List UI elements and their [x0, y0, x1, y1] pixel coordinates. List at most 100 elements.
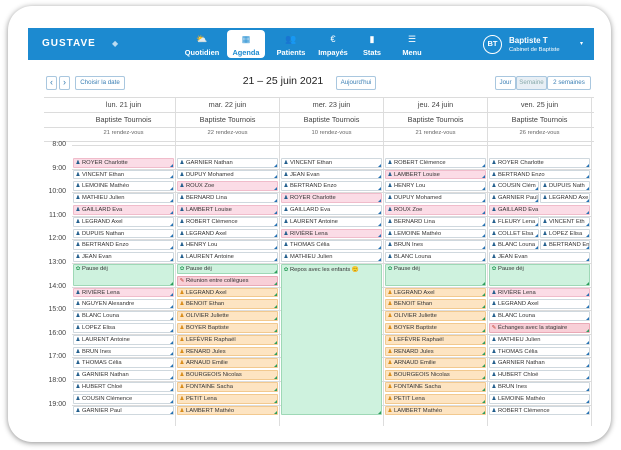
- day-header[interactable]: mar. 22 juin Baptiste Tournois 22 rendez-v…: [176, 97, 280, 143]
- appointment[interactable]: ♟ LEMOINE Mathéo: [489, 393, 590, 404]
- appointment[interactable]: ♟ BLANC Louna: [73, 311, 174, 321]
- appointment[interactable]: ♟ RIVIÈRE Lena: [73, 287, 174, 298]
- appointment[interactable]: ♟ LEFÈVRE Raphaël: [177, 334, 278, 345]
- appointment[interactable]: ♟ LEGRAND Axe: [540, 193, 590, 203]
- appointment[interactable]: ♟ JEAN Evan: [281, 169, 382, 180]
- break-event[interactable]: ✿ Repos avec les enfants 🙂: [281, 264, 382, 416]
- appointment[interactable]: ♟ LEGRAND Axel: [73, 216, 174, 227]
- nav-menu[interactable]: ☰ Menu: [393, 28, 431, 60]
- appointment[interactable]: ♟ COUSIN Clém: [489, 181, 539, 192]
- appointment[interactable]: ♟ LEGRAND Axel: [489, 299, 590, 310]
- user-avatar[interactable]: BT: [483, 35, 502, 54]
- appointment[interactable]: ♟ VINCENT Ethan: [281, 157, 382, 168]
- appointment[interactable]: ♟ JEAN Evan: [489, 252, 590, 262]
- appointment[interactable]: ♟ LAMBERT Mathéo: [177, 405, 278, 416]
- appointment[interactable]: ♟ BERTRAND En: [540, 240, 590, 251]
- chevron-down-icon[interactable]: ▾: [580, 41, 584, 47]
- appointment[interactable]: ♟ GARNIER Paul: [73, 405, 174, 416]
- appointment[interactable]: ♟ PETIT Lena: [385, 393, 486, 404]
- appointment[interactable]: ♟ BENOIT Ethan: [177, 299, 278, 310]
- appointment[interactable]: ♟ HENRY Lou: [385, 181, 486, 192]
- appointment[interactable]: ♟ DUPUIS Nath: [540, 181, 590, 192]
- appointment[interactable]: ♟ NGUYEN Alexandre: [73, 299, 174, 310]
- appointment[interactable]: ♟ HUBERT Chloé: [489, 370, 590, 380]
- appointment[interactable]: ♟ ARNAUD Emilie: [385, 358, 486, 369]
- appointment[interactable]: ♟ LEMOINE Mathéo: [385, 228, 486, 239]
- appointment[interactable]: ♟ GARNIER Nathan: [73, 370, 174, 380]
- day-column[interactable]: [176, 141, 280, 426]
- appointment[interactable]: ♟ LAURENT Antoine: [177, 252, 278, 262]
- appointment[interactable]: ♟ BRUN Ines: [73, 346, 174, 357]
- today-button[interactable]: Aujourd'hui: [336, 76, 376, 90]
- appointment[interactable]: ♟ BERNARD Lina: [385, 216, 486, 227]
- appointment[interactable]: ♟ ROYER Charlotte: [73, 157, 174, 168]
- nav-impayes[interactable]: € Impayés: [314, 28, 352, 60]
- meeting-event[interactable]: ✎ Réunion entre collègues: [177, 275, 278, 286]
- appointment[interactable]: ♟ DUPUIS Nathan: [73, 228, 174, 239]
- nav-patients[interactable]: 👥 Patients: [272, 28, 310, 60]
- appointment[interactable]: ♟ HENRY Lou: [177, 240, 278, 251]
- appointment[interactable]: ♟ COUSIN Clémence: [73, 393, 174, 404]
- appointment[interactable]: ♟ BERTRAND Enzo: [489, 169, 590, 180]
- appointment[interactable]: ♟ VINCENT Eth: [540, 216, 590, 227]
- break-event[interactable]: ✿ Pause déj: [489, 264, 590, 286]
- appointment[interactable]: ♟ LAURENT Antoine: [281, 216, 382, 227]
- appointment[interactable]: ♟ MATHIEU Julien: [489, 334, 590, 345]
- day-column[interactable]: [72, 141, 176, 426]
- day-header[interactable]: ven. 25 juin Baptiste Tournois 26 rendez-v…: [488, 97, 592, 143]
- appointment[interactable]: ♟ GARNIER Nathan: [177, 157, 278, 168]
- appointment[interactable]: ♟ RIVIÈRE Lena: [281, 228, 382, 239]
- appointment[interactable]: ♟ BOYER Baptiste: [385, 323, 486, 333]
- appointment[interactable]: ♟ BRUN Ines: [385, 240, 486, 251]
- appointment[interactable]: ♟ GARNIER Nathan: [489, 358, 590, 369]
- day-column[interactable]: [384, 141, 488, 426]
- appointment[interactable]: ♟ ROBERT Clémence: [385, 157, 486, 168]
- appointment[interactable]: ♟ BOURGEOIS Nicolas: [177, 370, 278, 380]
- appointment[interactable]: ♟ FONTAINE Sacha: [385, 382, 486, 392]
- appointment[interactable]: ♟ BERTRAND Enzo: [281, 181, 382, 192]
- appointment[interactable]: ♟ BERTRAND Enzo: [73, 240, 174, 251]
- day-column[interactable]: [280, 141, 384, 426]
- appointment[interactable]: ♟ BOURGEOIS Nicolas: [385, 370, 486, 380]
- appointment[interactable]: ♟ ROBERT Clémence: [489, 405, 590, 416]
- view-week-button[interactable]: Semaine: [516, 76, 547, 90]
- appointment[interactable]: ♟ ROYER Charlotte: [281, 193, 382, 203]
- nav-quotidien[interactable]: ⛅ Quotidien: [182, 28, 222, 60]
- appointment[interactable]: ♟ LOPEZ Elisa: [73, 323, 174, 333]
- appointment[interactable]: ♟ ROBERT Clémence: [177, 216, 278, 227]
- day-column[interactable]: [488, 141, 592, 426]
- next-week-button[interactable]: ›: [59, 76, 70, 90]
- appointment[interactable]: ♟ ROUX Zoe: [385, 205, 486, 215]
- nav-stats[interactable]: ▮ Stats: [356, 28, 388, 60]
- appointment[interactable]: ♟ THOMAS Célia: [489, 346, 590, 357]
- appointment[interactable]: ♟ BENOIT Ethan: [385, 299, 486, 310]
- appointment[interactable]: ♟ BLANC Louna: [489, 240, 539, 251]
- day-header[interactable]: lun. 21 juin Baptiste Tournois 21 rendez-v…: [72, 97, 176, 143]
- appointment[interactable]: ♟ LEFÈVRE Raphaël: [385, 334, 486, 345]
- break-event[interactable]: ✿ Pause déj: [177, 264, 278, 274]
- appointment[interactable]: ♟ ROYER Charlotte: [489, 157, 590, 168]
- appointment[interactable]: ♟ HUBERT Chloé: [73, 382, 174, 392]
- appointment[interactable]: ♟ OLIVIER Juliette: [177, 311, 278, 321]
- appointment[interactable]: ♟ DUPUY Mohamed: [177, 169, 278, 180]
- appointment[interactable]: ♟ MATHIEU Julien: [73, 193, 174, 203]
- prev-week-button[interactable]: ‹: [46, 76, 57, 90]
- appointment[interactable]: ♟ BLANC Louna: [385, 252, 486, 262]
- appointment[interactable]: ♟ BERNARD Lina: [177, 193, 278, 203]
- appointment[interactable]: ♟ GARNIER Paul: [489, 193, 539, 203]
- appointment[interactable]: ♟ DUPUY Mohamed: [385, 193, 486, 203]
- appointment[interactable]: ♟ LAMBERT Louise: [385, 169, 486, 180]
- appointment[interactable]: ♟ GAILLARD Eva: [73, 205, 174, 215]
- appointment[interactable]: ♟ COLLET Elsa: [489, 228, 539, 239]
- appointment[interactable]: ♟ LAURENT Antoine: [73, 334, 174, 345]
- day-header[interactable]: jeu. 24 juin Baptiste Tournois 21 rendez-v…: [384, 97, 488, 143]
- view-day-button[interactable]: Jour: [495, 76, 516, 90]
- break-event[interactable]: ✿ Pause déj: [73, 264, 174, 286]
- nav-agenda[interactable]: ▦ Agenda: [227, 30, 265, 58]
- choose-date-button[interactable]: Choisir la date: [75, 76, 125, 90]
- appointment[interactable]: ♟ LAMBERT Louise: [177, 205, 278, 215]
- appointment[interactable]: ♟ OLIVIER Juliette: [385, 311, 486, 321]
- appointment[interactable]: ♟ THOMAS Célia: [281, 240, 382, 251]
- appointment[interactable]: ♟ VINCENT Ethan: [73, 169, 174, 180]
- appointment[interactable]: ♟ LOPEZ Elisa: [540, 228, 590, 239]
